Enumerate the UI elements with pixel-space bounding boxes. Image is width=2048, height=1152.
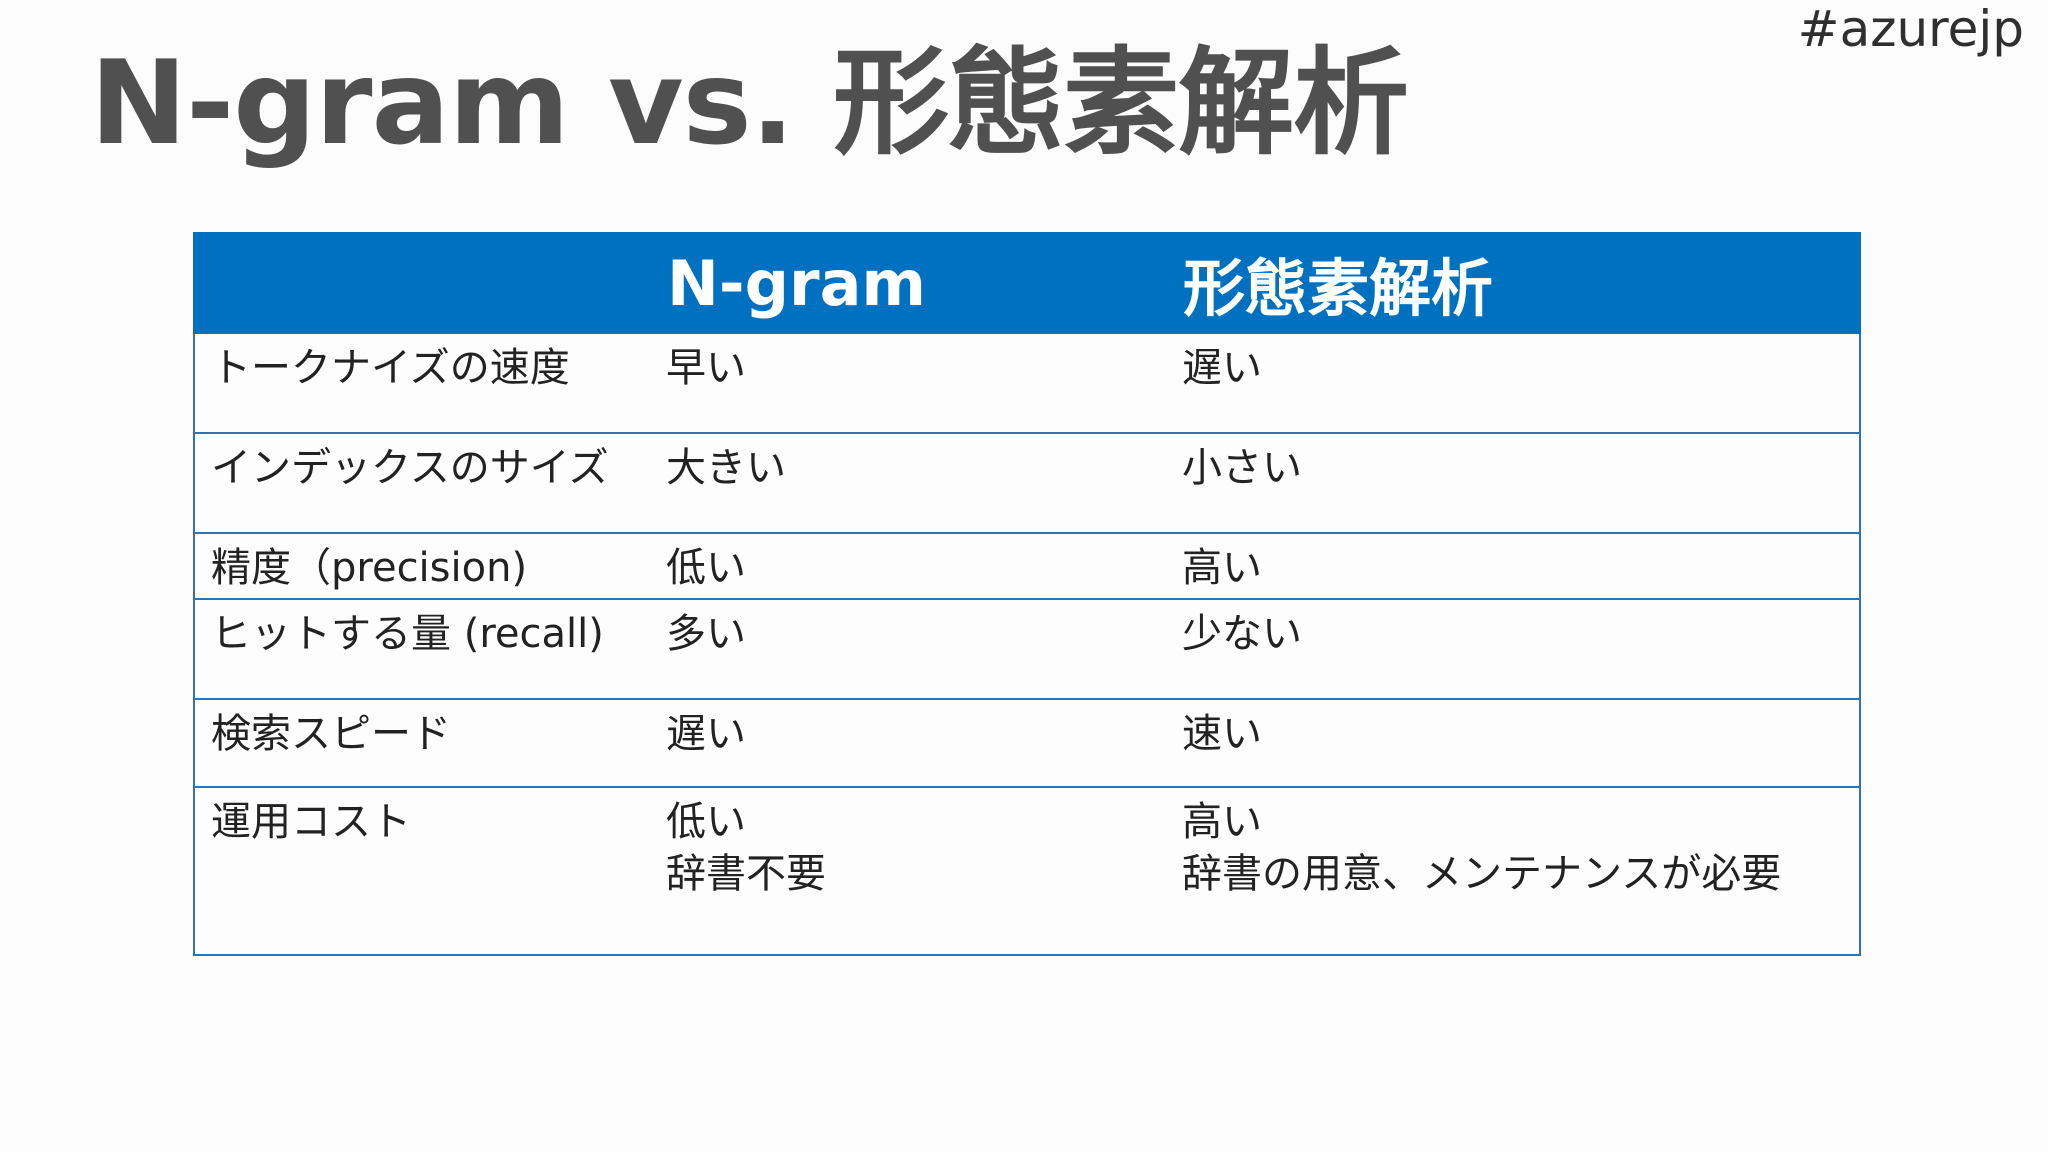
row-label: トークナイズの速度	[193, 332, 656, 434]
table-row: トークナイズの速度 早い 遅い	[193, 332, 1861, 434]
ngram-cell: 低い 辞書不要	[656, 786, 1172, 956]
comparison-table: N-gram 形態素解析 トークナイズの速度 早い 遅い インデックスのサイズ …	[193, 232, 1861, 956]
header-cell-empty	[193, 232, 657, 334]
cell-line: 多い	[666, 611, 746, 657]
cell-line: 遅い	[1182, 345, 1262, 391]
table-row: 検索スピード 遅い 速い	[193, 698, 1861, 788]
hashtag-label: #azurejp	[1797, 0, 2024, 58]
cell-line: 高い	[1182, 545, 1262, 591]
row-label: ヒットする量 (recall)	[193, 598, 656, 700]
ngram-cell: 大きい	[656, 432, 1172, 534]
cell-line: 大きい	[666, 445, 786, 491]
table-row: 精度（precision) 低い 高い	[193, 532, 1861, 600]
cell-line: 低い	[666, 799, 746, 845]
row-label: 検索スピード	[193, 698, 656, 788]
table-row: ヒットする量 (recall) 多い 少ない	[193, 598, 1861, 700]
slide-title: N-gram vs. 形態素解析	[90, 36, 1409, 171]
row-label: 運用コスト	[193, 786, 656, 956]
ngram-cell: 低い	[656, 532, 1172, 600]
table-row: インデックスのサイズ 大きい 小さい	[193, 432, 1861, 534]
morph-cell: 遅い	[1172, 332, 1861, 434]
ngram-cell: 多い	[656, 598, 1172, 700]
cell-line: 低い	[666, 545, 746, 591]
cell-line: 速い	[1182, 711, 1262, 757]
cell-line: 辞書不要	[666, 851, 826, 897]
ngram-cell: 遅い	[656, 698, 1172, 788]
cell-line: 少ない	[1182, 611, 1302, 657]
morph-cell: 速い	[1172, 698, 1861, 788]
morph-cell: 高い 辞書の用意、メンテナンスが必要	[1172, 786, 1861, 956]
cell-line: 小さい	[1182, 445, 1302, 491]
morph-cell: 少ない	[1172, 598, 1861, 700]
cell-line: 高い	[1182, 799, 1262, 845]
cell-line: 早い	[666, 345, 746, 391]
row-label: インデックスのサイズ	[193, 432, 656, 534]
header-cell-ngram: N-gram	[655, 232, 1173, 334]
header-cell-morphological: 形態素解析	[1171, 232, 1861, 334]
row-label: 精度（precision)	[193, 532, 656, 600]
morph-cell: 高い	[1172, 532, 1861, 600]
ngram-cell: 早い	[656, 332, 1172, 434]
table-header-row: N-gram 形態素解析	[193, 232, 1861, 334]
morph-cell: 小さい	[1172, 432, 1861, 534]
cell-line: 遅い	[666, 711, 746, 757]
cell-line: 辞書の用意、メンテナンスが必要	[1182, 851, 1782, 897]
table-row: 運用コスト 低い 辞書不要 高い 辞書の用意、メンテナンスが必要	[193, 786, 1861, 956]
